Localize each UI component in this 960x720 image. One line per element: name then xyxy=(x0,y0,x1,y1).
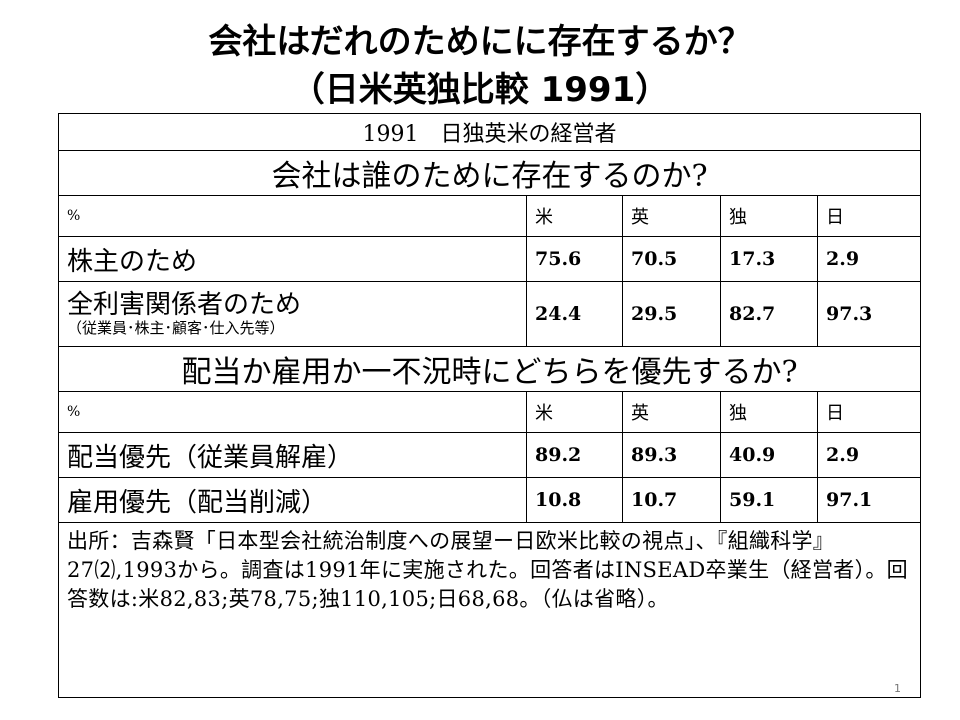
source-row: 出所：吉森賢「日本型会社統治制度への展望ー日欧米比較の視点」、『組織科学』27⑵… xyxy=(58,522,921,698)
value-cell: 10.8 xyxy=(526,477,623,523)
value-cell: 59.1 xyxy=(720,477,818,523)
value-cell: 89.2 xyxy=(526,432,623,478)
value-cell: 70.5 xyxy=(622,236,721,282)
question-row: 会社は誰のために存在するのか? xyxy=(58,150,921,196)
country-us: 米 xyxy=(526,195,623,237)
table-header-row: 1991 日独英米の経営者 xyxy=(58,113,921,151)
slide-title-line1: 会社はだれのためにに存在するか？ xyxy=(208,22,752,62)
country-us: 米 xyxy=(526,391,623,433)
percent-label: % xyxy=(58,195,527,237)
question-1: 会社は誰のために存在するのか? xyxy=(58,150,921,196)
value-cell: 17.3 xyxy=(720,236,818,282)
value-cell: 2.9 xyxy=(817,236,921,282)
value-cell: 97.3 xyxy=(817,281,921,347)
country-uk: 英 xyxy=(622,391,721,433)
country-de: 独 xyxy=(720,195,818,237)
row-sublabel: （従業員･株主･顧客･仕入先等） xyxy=(67,319,285,337)
country-uk: 英 xyxy=(622,195,721,237)
table-header: 1991 日独英米の経営者 xyxy=(58,113,921,151)
value-cell: 75.6 xyxy=(526,236,623,282)
value-cell: 10.7 xyxy=(622,477,721,523)
country-jp: 日 xyxy=(817,195,921,237)
value-cell: 40.9 xyxy=(720,432,818,478)
source-note: 出所：吉森賢「日本型会社統治制度への展望ー日欧米比較の視点」、『組織科学』27⑵… xyxy=(58,522,921,698)
survey-table: 1991 日独英米の経営者 会社は誰のために存在するのか? % 米 英 独 日 … xyxy=(58,113,921,698)
row-label: 株主のため xyxy=(58,236,527,282)
value-cell: 24.4 xyxy=(526,281,623,347)
percent-label: % xyxy=(58,391,527,433)
page-number: 1 xyxy=(894,682,901,695)
slide-title-line2: （日米英独比較 1991） xyxy=(290,70,670,110)
table-row: 株主のため 75.6 70.5 17.3 2.9 xyxy=(58,236,921,282)
row-label: 雇用優先（配当削減） xyxy=(58,477,527,523)
value-cell: 29.5 xyxy=(622,281,721,347)
table-row: 配当優先（従業員解雇） 89.2 89.3 40.9 2.9 xyxy=(58,432,921,478)
row-label-cell: 全利害関係者のため （従業員･株主･顧客･仕入先等） xyxy=(58,281,527,347)
table-row: 雇用優先（配当削減） 10.8 10.7 59.1 97.1 xyxy=(58,477,921,523)
question-row: 配当か雇用か一不況時にどちらを優先するか? xyxy=(58,346,921,392)
row-label: 全利害関係者のため xyxy=(67,290,302,320)
question-2: 配当か雇用か一不況時にどちらを優先するか? xyxy=(58,346,921,392)
country-header-row: % 米 英 独 日 xyxy=(58,195,921,237)
value-cell: 97.1 xyxy=(817,477,921,523)
table-row: 全利害関係者のため （従業員･株主･顧客･仕入先等） 24.4 29.5 82.… xyxy=(58,281,921,347)
value-cell: 89.3 xyxy=(622,432,721,478)
country-de: 独 xyxy=(720,391,818,433)
row-label: 配当優先（従業員解雇） xyxy=(58,432,527,478)
value-cell: 82.7 xyxy=(720,281,818,347)
value-cell: 2.9 xyxy=(817,432,921,478)
country-jp: 日 xyxy=(817,391,921,433)
country-header-row: % 米 英 独 日 xyxy=(58,391,921,433)
